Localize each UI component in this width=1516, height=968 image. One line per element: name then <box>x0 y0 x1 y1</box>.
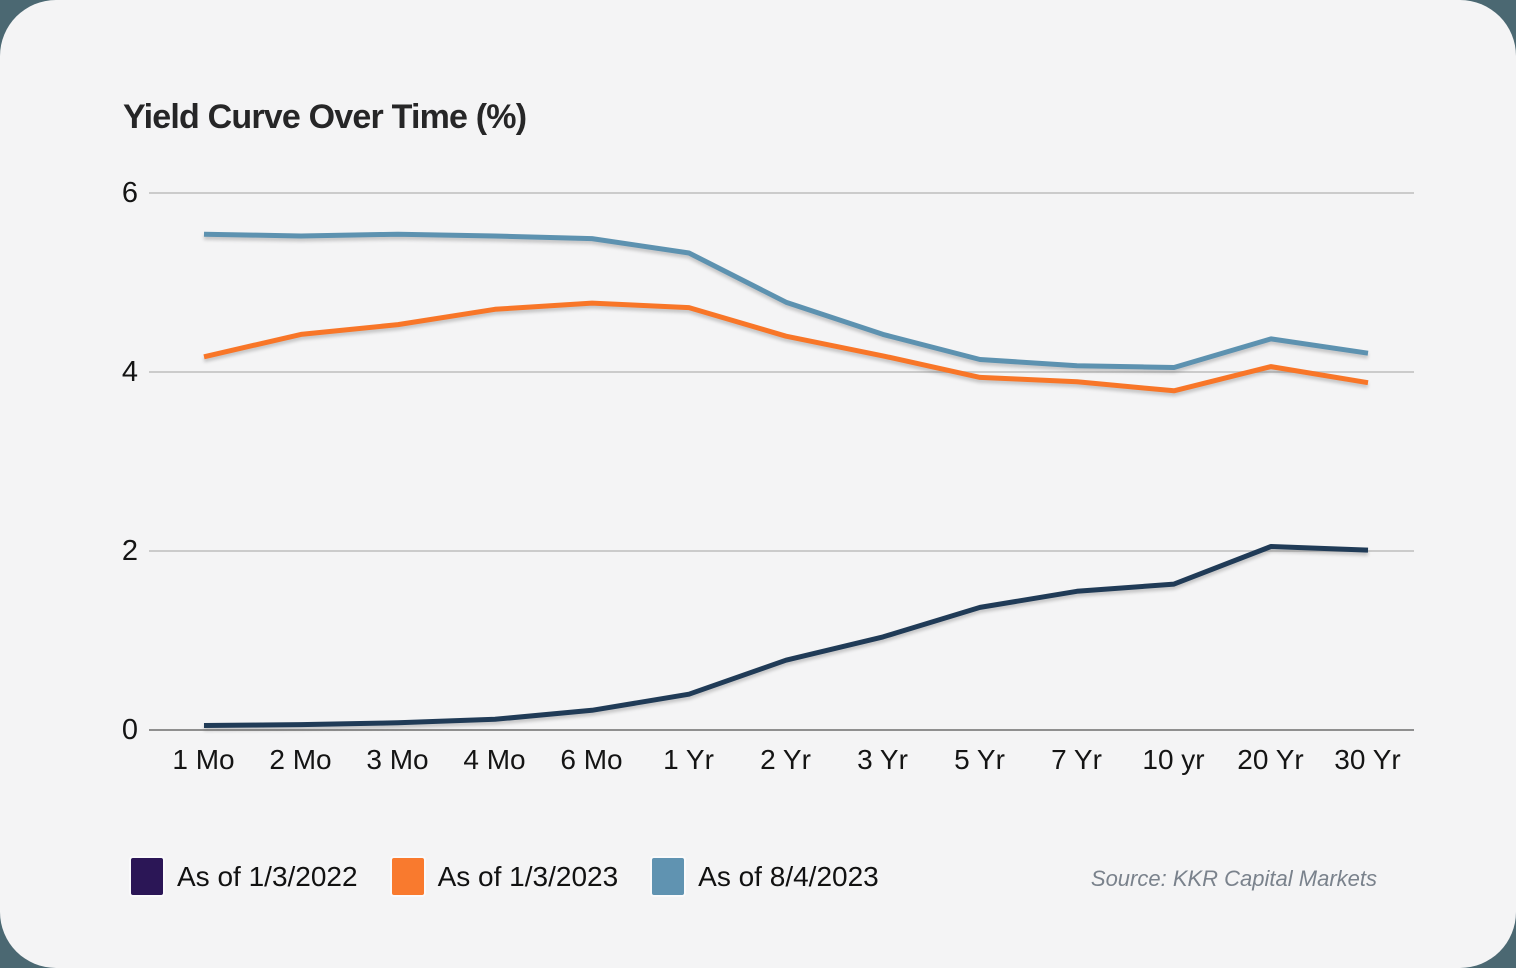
legend-item-2022: As of 1/3/2022 <box>131 858 358 895</box>
x-tick-5yr: 5 Yr <box>954 744 1005 775</box>
legend-label-aug-2023: As of 8/4/2023 <box>698 860 879 892</box>
legend-item-aug-2023: As of 8/4/2023 <box>652 858 879 895</box>
x-tick-4mo: 4 Mo <box>463 744 526 775</box>
x-tick-10yr: 10 yr <box>1142 744 1205 775</box>
y-axis-tick-2: 2 <box>121 535 138 567</box>
x-tick-3mo: 3 Mo <box>366 744 429 775</box>
y-axis-tick-0: 0 <box>121 714 138 746</box>
y-axis-tick-6: 6 <box>121 177 138 209</box>
source-attribution: Source: KKR Capital Markets <box>1090 866 1377 891</box>
legend-swatch-aug-2023 <box>652 858 685 895</box>
x-tick-2yr: 2 Yr <box>760 744 811 775</box>
series-line-1 <box>203 300 1369 394</box>
x-tick-7yr: 7 Yr <box>1051 744 1102 775</box>
x-tick-30yr: 30 Yr <box>1334 744 1401 775</box>
series-line-0 <box>203 544 1369 728</box>
x-tick-2mo: 2 Mo <box>269 744 332 775</box>
y-axis-tick-4: 4 <box>121 356 138 388</box>
legend-swatch-2022 <box>131 858 163 895</box>
legend-label-2022: As of 1/3/2022 <box>177 860 358 892</box>
legend-item-jan-2023: As of 1/3/2023 <box>391 858 619 895</box>
chart-title: Yield Curve Over Time (%) <box>123 98 527 136</box>
series-line-2 <box>203 231 1369 370</box>
legend-swatch-jan-2023 <box>391 858 424 895</box>
x-tick-1yr: 1 Yr <box>663 744 714 775</box>
legend-label-jan-2023: As of 1/3/2023 <box>437 860 619 892</box>
x-axis-labels: 1 Mo 2 Mo 3 Mo 4 Mo 6 Mo 1 Yr 2 Yr 3 Yr … <box>155 744 1416 776</box>
x-tick-6mo: 6 Mo <box>560 744 623 775</box>
x-tick-3yr: 3 Yr <box>857 744 908 775</box>
x-tick-1mo: 1 Mo <box>172 744 235 775</box>
x-tick-20yr: 20 Yr <box>1237 744 1304 775</box>
chart-legend: As of 1/3/2022 As of 1/3/2023 As of 8/4/… <box>131 858 879 895</box>
